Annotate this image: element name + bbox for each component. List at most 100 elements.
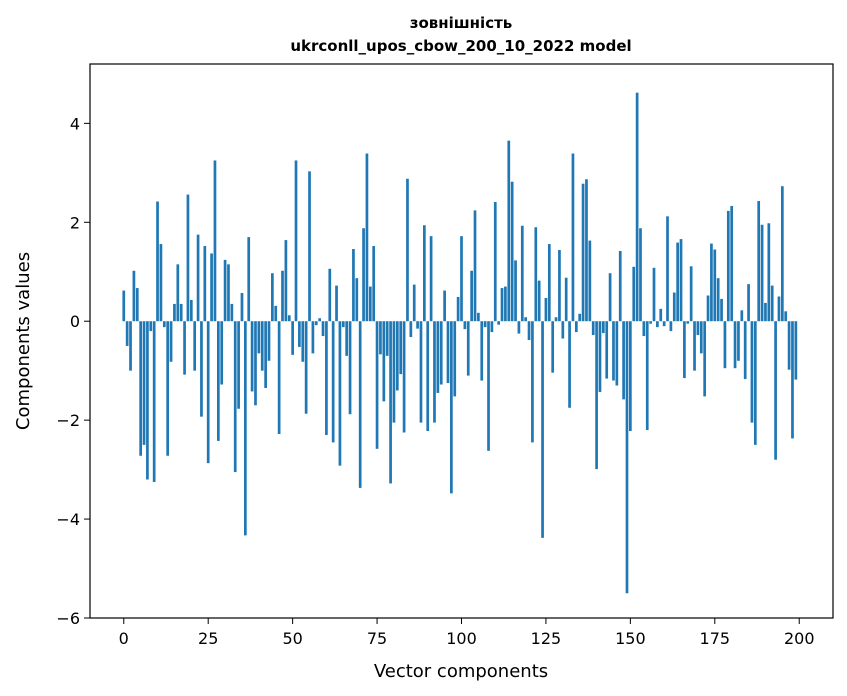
bar-94 xyxy=(439,321,443,385)
x-tick-label: 25 xyxy=(198,629,218,648)
bar-171 xyxy=(699,321,703,354)
bar-93 xyxy=(436,321,440,393)
bar-195 xyxy=(780,186,784,322)
bar-111 xyxy=(497,321,500,325)
bar-43 xyxy=(267,321,271,361)
y-tick-label: −6 xyxy=(56,609,80,628)
bar-131 xyxy=(564,277,568,322)
bar-65 xyxy=(341,321,345,328)
bar-112 xyxy=(500,288,504,322)
bar-98 xyxy=(453,321,457,397)
bar-150 xyxy=(629,321,632,432)
bar-34 xyxy=(237,321,240,409)
bar-25 xyxy=(206,321,210,464)
bar-63 xyxy=(335,285,338,322)
bar-169 xyxy=(693,321,696,371)
bar-172 xyxy=(703,321,707,397)
bar-90 xyxy=(426,321,430,432)
bar-146 xyxy=(615,321,619,386)
bar-5 xyxy=(139,321,143,456)
bar-128 xyxy=(554,317,558,322)
bar-80 xyxy=(392,321,396,423)
bar-33 xyxy=(233,321,237,473)
bar-6 xyxy=(142,321,146,445)
bar-161 xyxy=(666,216,669,322)
bar-182 xyxy=(737,321,740,361)
bar-86 xyxy=(412,284,416,322)
bar-109 xyxy=(490,321,494,333)
x-tick-label: 125 xyxy=(531,629,562,648)
bar-188 xyxy=(757,201,761,322)
bar-69 xyxy=(355,278,359,322)
bar-114 xyxy=(507,140,511,322)
bar-72 xyxy=(365,153,369,322)
bar-190 xyxy=(764,302,767,322)
bar-11 xyxy=(159,244,163,322)
bar-17 xyxy=(179,303,183,322)
bar-15 xyxy=(173,303,176,322)
bar-155 xyxy=(645,321,649,431)
chart-title: зовнішність xyxy=(410,14,513,32)
bar-62 xyxy=(331,321,335,443)
bar-194 xyxy=(777,296,781,322)
bar-39 xyxy=(254,321,257,406)
bar-19 xyxy=(186,194,190,322)
bar-115 xyxy=(510,181,514,322)
bar-181 xyxy=(733,321,737,369)
bar-129 xyxy=(558,249,561,322)
bar-165 xyxy=(679,239,683,322)
bar-52 xyxy=(298,321,301,347)
bar-32 xyxy=(230,303,234,322)
bar-126 xyxy=(547,244,551,322)
plot-area-frame xyxy=(89,63,834,619)
bar-88 xyxy=(419,321,423,423)
bar-35 xyxy=(240,293,244,322)
bar-132 xyxy=(568,321,571,408)
bar-166 xyxy=(683,321,686,379)
bar-189 xyxy=(760,224,764,322)
y-tick-label: 2 xyxy=(70,213,80,232)
x-tick-label: 0 xyxy=(119,629,129,648)
bar-59 xyxy=(321,321,325,337)
bar-40 xyxy=(257,321,261,354)
bar-138 xyxy=(588,240,592,322)
bar-99 xyxy=(456,296,460,322)
bar-118 xyxy=(520,225,524,322)
x-axis-label: Vector components xyxy=(374,661,548,682)
bar-175 xyxy=(713,249,717,322)
bar-151 xyxy=(632,266,636,322)
bar-45 xyxy=(274,305,278,322)
bar-64 xyxy=(338,321,342,466)
bar-176 xyxy=(716,278,720,322)
bar-102 xyxy=(466,321,470,376)
bar-158 xyxy=(656,321,659,328)
x-tick-label: 200 xyxy=(784,629,815,648)
bar-70 xyxy=(358,321,362,488)
bar-55 xyxy=(308,171,311,322)
bar-105 xyxy=(477,312,480,322)
bar-87 xyxy=(416,321,419,329)
bar-143 xyxy=(605,321,609,379)
bar-51 xyxy=(294,160,298,322)
bar-187 xyxy=(753,321,757,445)
bar-106 xyxy=(480,321,484,381)
bar-133 xyxy=(571,153,575,322)
bar-61 xyxy=(328,268,332,322)
bar-103 xyxy=(470,270,473,322)
bar-124 xyxy=(541,321,544,538)
bar-95 xyxy=(443,290,446,322)
bar-173 xyxy=(706,295,710,322)
bar-20 xyxy=(189,299,193,322)
bar-97 xyxy=(450,321,453,494)
bar-136 xyxy=(581,183,585,322)
bar-53 xyxy=(301,321,305,362)
bar-120 xyxy=(527,321,531,341)
bar-141 xyxy=(598,321,602,392)
bar-134 xyxy=(574,321,578,333)
bar-123 xyxy=(537,280,541,322)
bar-7 xyxy=(146,321,149,480)
bar-178 xyxy=(723,321,727,369)
y-axis-ticks: −6 −4 −2 0 2 4 xyxy=(56,114,90,628)
